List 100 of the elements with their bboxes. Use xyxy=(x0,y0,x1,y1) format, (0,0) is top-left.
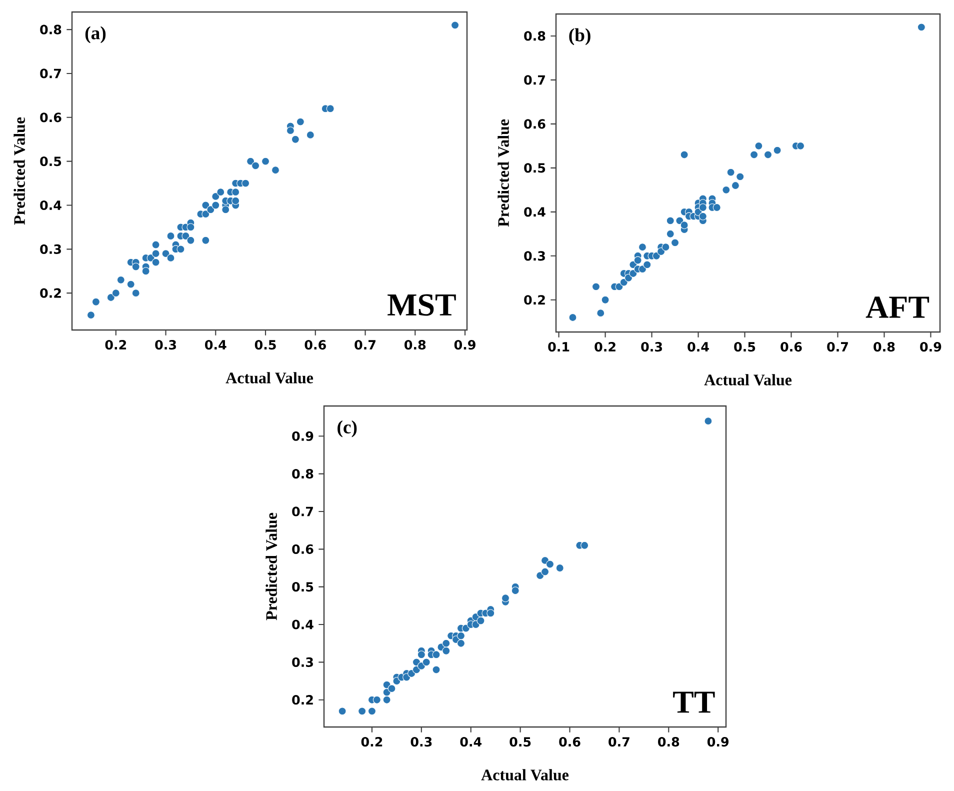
y-tick-label: 0.6 xyxy=(40,112,62,122)
point xyxy=(796,142,805,150)
point xyxy=(638,265,646,274)
y-tick-label: 0.7 xyxy=(40,68,61,78)
point xyxy=(698,212,707,220)
x-tick-label: 0.6 xyxy=(304,340,326,350)
y-axis-title: Predicted Value xyxy=(14,117,26,225)
point xyxy=(358,707,366,716)
y-axis-title: Predicted Value xyxy=(498,119,510,227)
point xyxy=(511,586,520,595)
point xyxy=(736,172,744,181)
point xyxy=(382,696,391,704)
point xyxy=(546,560,554,568)
point xyxy=(712,204,721,212)
y-tick-label: 0.2 xyxy=(524,295,545,305)
x-tick-label: 0.8 xyxy=(658,737,680,747)
point xyxy=(917,23,926,32)
x-tick-label: 0.3 xyxy=(641,342,662,352)
y-tick-label: 0.4 xyxy=(40,200,62,210)
point xyxy=(501,594,510,602)
point xyxy=(541,568,550,576)
y-tick-label: 0.5 xyxy=(292,582,314,592)
point xyxy=(764,150,772,159)
y-tick-label: 0.5 xyxy=(524,163,546,173)
point xyxy=(698,204,707,212)
y-tick-label: 0.9 xyxy=(292,431,314,441)
x-axis-title: Actual Value xyxy=(704,374,792,386)
y-tick-label: 0.7 xyxy=(524,75,545,85)
point xyxy=(432,666,440,674)
point xyxy=(704,417,712,426)
y-tick-label: 0.7 xyxy=(292,506,313,516)
point xyxy=(442,639,450,648)
x-axis-title: Actual Value xyxy=(226,372,314,384)
point xyxy=(338,707,346,716)
point xyxy=(368,707,376,716)
annotation: AFT xyxy=(866,296,930,318)
y-tick-label: 0.3 xyxy=(524,251,545,261)
point xyxy=(432,650,440,659)
y-tick-label: 0.2 xyxy=(292,695,313,705)
y-tick-label: 0.4 xyxy=(524,207,546,217)
x-tick-label: 0.8 xyxy=(874,342,895,352)
point xyxy=(662,243,670,252)
x-tick-label: 0.6 xyxy=(780,342,802,352)
point xyxy=(620,278,628,286)
x-tick-label: 0.2 xyxy=(594,342,616,352)
y-axis-title: Predicted Value xyxy=(266,512,278,620)
y-tick-label: 0.8 xyxy=(524,31,546,41)
point xyxy=(643,260,652,269)
x-tick-label: 0.8 xyxy=(404,340,426,350)
y-tick-label: 0.8 xyxy=(40,24,62,34)
point xyxy=(731,182,740,190)
point xyxy=(601,296,610,304)
point xyxy=(388,684,396,693)
y-tick-label: 0.2 xyxy=(40,288,61,298)
y-tick-label: 0.3 xyxy=(40,244,61,254)
x-tick-label: 0.9 xyxy=(920,342,942,352)
point xyxy=(568,313,577,322)
point xyxy=(652,252,660,260)
x-tick-label: 0.5 xyxy=(734,342,756,352)
x-tick-label: 0.7 xyxy=(354,340,376,350)
x-tick-label: 0.3 xyxy=(410,737,432,747)
x-axis-title: Actual Value xyxy=(481,769,569,780)
point xyxy=(666,216,674,225)
point xyxy=(486,609,495,618)
point xyxy=(442,646,450,655)
x-tick-label: 0.3 xyxy=(155,340,176,350)
x-tick-label: 0.4 xyxy=(460,737,482,747)
point xyxy=(638,243,646,252)
x-tick-label: 0.2 xyxy=(361,737,382,747)
point xyxy=(666,230,674,238)
y-tick-label: 0.6 xyxy=(524,119,546,129)
point xyxy=(680,150,688,159)
point xyxy=(773,146,782,154)
x-tick-label: 0.6 xyxy=(559,737,580,747)
point xyxy=(417,650,426,659)
annotation: (b) xyxy=(569,28,590,46)
x-tick-label: 0.7 xyxy=(827,342,848,352)
x-tick-label: 0.5 xyxy=(254,340,276,350)
x-tick-label: 0.2 xyxy=(105,340,126,350)
annotation: MST xyxy=(388,294,456,316)
x-tick-label: 0.4 xyxy=(205,340,226,350)
x-tick-label: 0.5 xyxy=(510,737,531,747)
point xyxy=(615,282,624,291)
point xyxy=(476,616,485,625)
x-tick-label: 0.1 xyxy=(548,342,570,352)
point xyxy=(726,168,735,176)
point xyxy=(750,150,758,159)
y-tick-label: 0.8 xyxy=(292,469,314,479)
point xyxy=(680,221,688,230)
y-tick-label: 0.6 xyxy=(292,544,314,554)
x-tick-label: 0.9 xyxy=(707,737,729,747)
point xyxy=(754,142,763,150)
point xyxy=(456,632,465,640)
point xyxy=(596,309,605,318)
point xyxy=(580,541,589,550)
y-tick-label: 0.5 xyxy=(40,156,62,166)
annotation: (a) xyxy=(85,26,106,44)
y-tick-label: 0.3 xyxy=(292,657,313,667)
point xyxy=(722,186,730,194)
y-tick-label: 0.4 xyxy=(292,620,314,630)
